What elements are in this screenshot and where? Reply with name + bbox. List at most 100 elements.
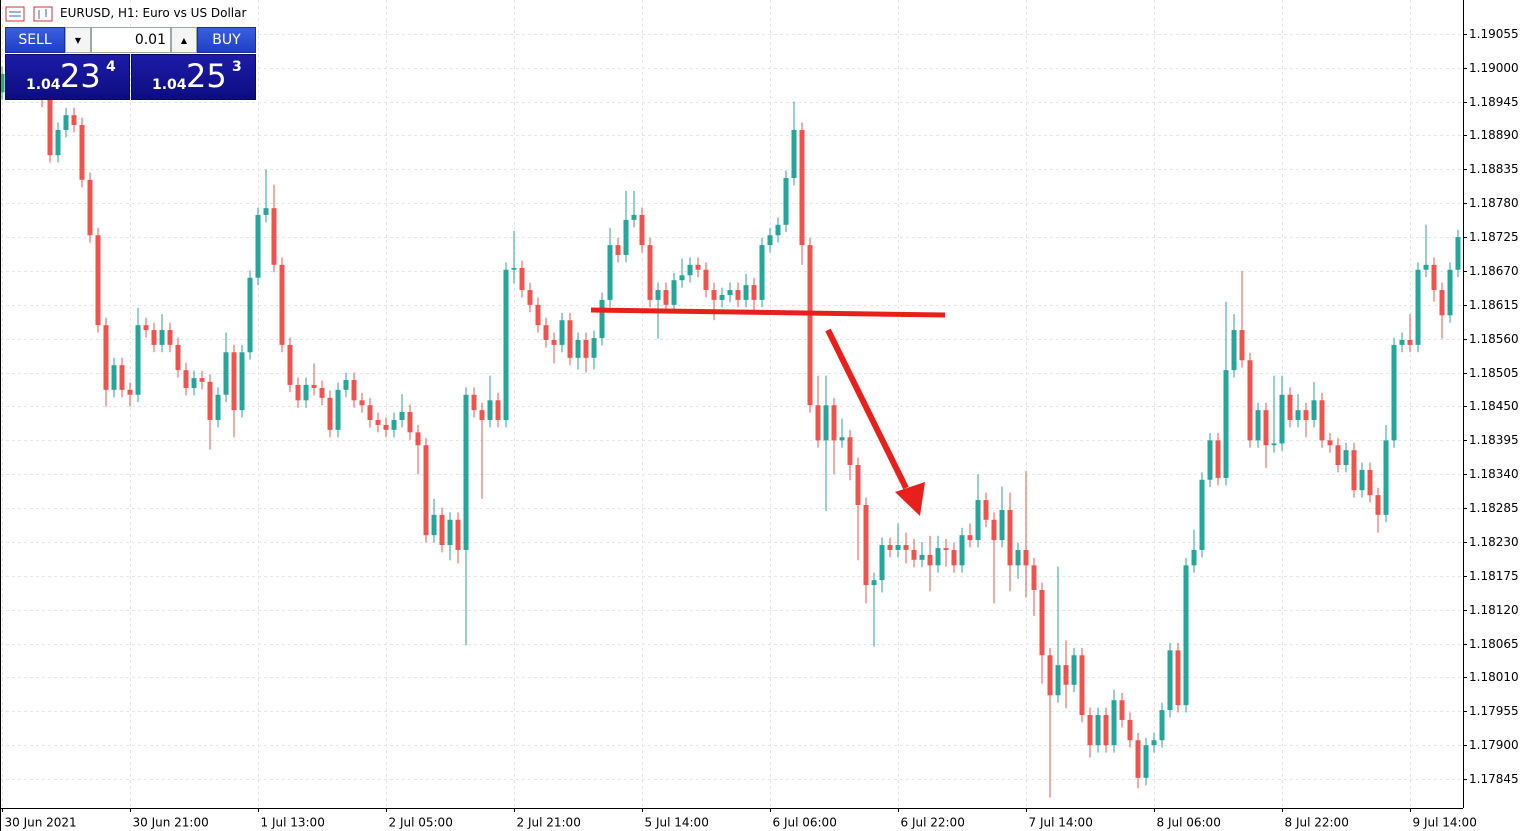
candle-body — [439, 514, 445, 546]
candle-body — [799, 129, 805, 246]
candle-body — [127, 389, 133, 395]
icon-window — [5, 6, 25, 22]
candle-body — [87, 179, 93, 236]
y-tick-label: 1.18835 — [1469, 162, 1519, 176]
candle-body — [887, 545, 893, 550]
candle-body — [655, 290, 661, 300]
sell-price[interactable]: 1.04 23 4 — [5, 54, 130, 100]
y-tick-label: 1.18670 — [1469, 264, 1519, 278]
candle-body — [823, 405, 829, 441]
candle-body — [1295, 410, 1301, 421]
candle-body — [263, 208, 269, 215]
buy-button[interactable]: BUY — [197, 27, 256, 53]
candle-body — [1231, 330, 1237, 371]
y-tick-label: 1.18175 — [1469, 569, 1519, 583]
lot-decrease[interactable]: ▼ — [65, 27, 91, 53]
buy-price[interactable]: 1.04 25 3 — [131, 54, 256, 100]
candle-body — [1367, 469, 1373, 496]
x-tick-label: 9 Jul 14:00 — [1413, 816, 1477, 830]
y-tick-label: 1.19055 — [1469, 27, 1519, 41]
candle-body — [1039, 589, 1045, 656]
x-tick-label: 6 Jul 06:00 — [773, 816, 837, 830]
candle-body — [575, 339, 581, 358]
candle-body — [1207, 440, 1213, 480]
candle-body — [1135, 740, 1141, 778]
y-tick-label: 1.18615 — [1469, 298, 1519, 312]
candle-body — [343, 379, 349, 390]
candle-body — [103, 325, 109, 390]
lot-input[interactable]: 0.01 — [91, 27, 171, 53]
candle-body — [983, 500, 989, 520]
candle-body — [1279, 394, 1285, 444]
candle-body — [1431, 264, 1437, 291]
x-tick-label: 8 Jul 06:00 — [1157, 816, 1221, 830]
x-tick-label: 2 Jul 05:00 — [389, 816, 453, 830]
candle-body — [919, 554, 925, 560]
icon-chart — [33, 6, 53, 22]
x-tick-label: 7 Jul 14:00 — [1029, 816, 1093, 830]
candle-body — [111, 365, 117, 390]
candle-body — [159, 330, 165, 345]
candle-body — [1407, 339, 1413, 345]
candle-body — [695, 264, 701, 270]
candle-body — [1335, 445, 1341, 465]
candle-body — [1391, 344, 1397, 441]
candle-body — [423, 445, 429, 536]
y-tick-label: 1.17845 — [1469, 772, 1519, 786]
candle-body — [807, 245, 813, 406]
candle-body — [671, 280, 677, 305]
y-tick-label: 1.18560 — [1469, 332, 1519, 346]
candle-body — [775, 224, 781, 236]
candle-body — [1343, 450, 1349, 465]
y-tick-label: 1.18725 — [1469, 230, 1519, 244]
candle-body — [1127, 719, 1133, 741]
annotation-arrow-shaft — [825, 328, 909, 490]
candle-body — [943, 548, 949, 550]
candle-body — [479, 410, 485, 421]
candle-body — [1271, 443, 1277, 446]
candle-body — [415, 432, 421, 446]
lot-increase[interactable]: ▲ — [171, 27, 197, 53]
candle-body — [599, 299, 605, 339]
candle-body — [287, 344, 293, 385]
price-fraction: 4 — [106, 59, 116, 75]
candle-body — [135, 325, 141, 395]
candle-body — [215, 394, 221, 421]
candle-body — [383, 424, 389, 430]
candle-body — [255, 214, 261, 278]
candle-body — [1311, 400, 1317, 421]
candle-body — [663, 290, 669, 305]
candle-body — [1415, 269, 1421, 345]
candle-body — [839, 437, 845, 441]
candle-body — [1079, 655, 1085, 716]
candle-body — [743, 285, 749, 300]
candle-body — [295, 384, 301, 401]
candle-body — [247, 277, 253, 353]
candle-body — [1351, 450, 1357, 491]
chart-title: EURUSD, H1: Euro vs US Dollar — [60, 6, 247, 20]
candle-body — [503, 269, 509, 421]
sell-button[interactable]: SELL — [5, 27, 65, 53]
candle-body — [623, 219, 629, 255]
candle-body — [303, 384, 309, 401]
candle-body — [559, 320, 565, 345]
y-tick-label: 1.18505 — [1469, 366, 1519, 380]
candle-body — [327, 397, 333, 430]
y-tick-label: 1.18230 — [1469, 535, 1519, 549]
candle-body — [591, 338, 597, 358]
candle-body — [1263, 410, 1269, 446]
candle-body — [991, 519, 997, 541]
candle-body — [567, 320, 573, 358]
candle-body — [0, 73, 5, 93]
candle-body — [431, 514, 437, 536]
candle-body — [407, 412, 413, 433]
candle-body — [847, 437, 853, 465]
candle-body — [1327, 440, 1333, 446]
candle-body — [495, 400, 501, 421]
candle-body — [47, 99, 53, 156]
candle-body — [1031, 565, 1037, 590]
candle-body — [535, 304, 541, 326]
candle-body — [191, 378, 197, 388]
candle-body — [1071, 655, 1077, 685]
